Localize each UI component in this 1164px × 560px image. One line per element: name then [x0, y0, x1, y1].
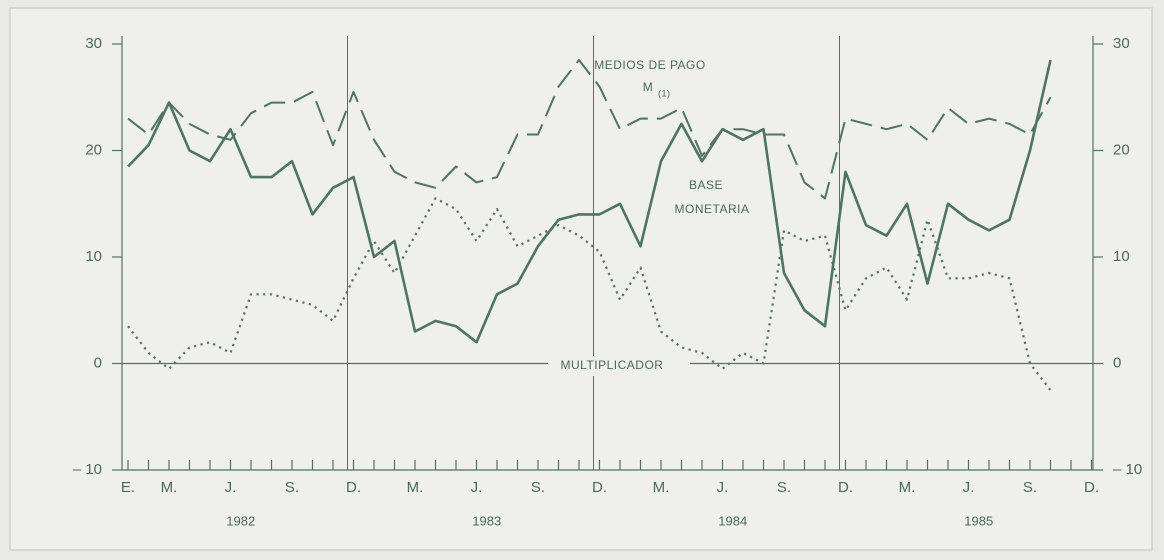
x-tick-label: M.	[899, 479, 916, 496]
year-label: 1985	[964, 513, 993, 528]
x-tick-label: J.	[225, 479, 237, 496]
year-label: 1983	[472, 513, 501, 528]
y2-tick-label: 20	[1113, 141, 1130, 158]
x-tick-label: J.	[963, 479, 975, 496]
line-series	[127, 59, 1052, 200]
x-tick-label: D.	[1084, 479, 1099, 496]
year-label: 1982	[226, 513, 255, 528]
annotation: BASE	[689, 178, 723, 192]
annotation: MEDIOS DE PAGO	[594, 58, 705, 72]
x-tick-label: S.	[777, 479, 791, 496]
y2-tick-label: – 10	[1113, 461, 1142, 478]
y2-tick-label: 10	[1113, 248, 1130, 265]
annotation: MONETARIA	[675, 202, 750, 216]
x-tick-label: D.	[346, 479, 361, 496]
x-tick-label: J.	[717, 479, 729, 496]
x-tick-label: S.	[531, 479, 545, 496]
x-tick-label: S.	[1023, 479, 1037, 496]
label-background	[548, 356, 690, 376]
x-tick-label: M.	[407, 479, 424, 496]
x-tick-label: M.	[653, 479, 670, 496]
annotation: (1)	[658, 88, 671, 98]
x-tick-label: D.	[592, 479, 607, 496]
y2-tick-label: 30	[1113, 35, 1130, 52]
y-tick-label: – 10	[73, 461, 102, 478]
annotation: MULTIPLICADOR	[561, 358, 664, 372]
x-tick-label: M.	[161, 479, 178, 496]
x-tick-label: E.	[121, 479, 135, 496]
chart-frame	[9, 7, 1153, 551]
line-series	[127, 59, 1052, 344]
y2-tick-label: 0	[1113, 354, 1121, 371]
y-tick-label: 0	[94, 354, 102, 371]
annotation: M	[643, 80, 654, 94]
x-tick-label: D.	[838, 479, 853, 496]
x-tick-label: S.	[285, 479, 299, 496]
x-tick-label: J.	[471, 479, 483, 496]
y-tick-label: 10	[85, 248, 102, 265]
year-label: 1984	[718, 513, 747, 528]
y-tick-label: 20	[85, 141, 102, 158]
y-tick-label: 30	[85, 35, 102, 52]
